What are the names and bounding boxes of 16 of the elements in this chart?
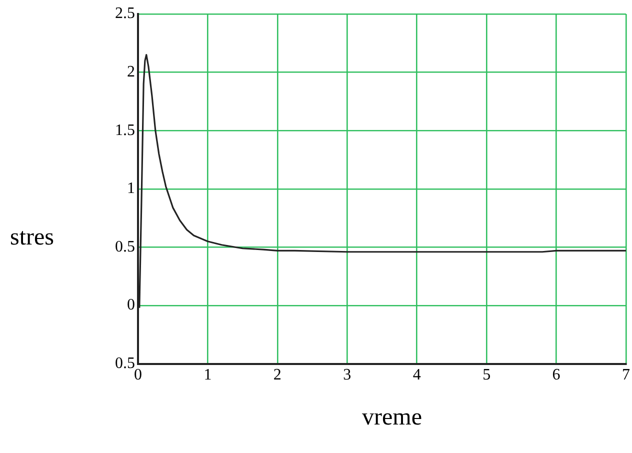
x-tick-label: 6 bbox=[552, 366, 560, 384]
x-tick-label: 4 bbox=[412, 366, 421, 384]
x-tick-label: 2 bbox=[273, 366, 282, 384]
x-tick-label: 7 bbox=[622, 366, 630, 384]
y-axis-title: stres bbox=[10, 224, 54, 250]
y-tick-label: 0.5 bbox=[115, 238, 135, 256]
y-tick-label: 1.5 bbox=[115, 122, 135, 139]
y-tick-label: 2 bbox=[127, 64, 135, 81]
y-tick-label: 0 bbox=[127, 296, 135, 314]
y-tick-label: 1 bbox=[127, 180, 135, 198]
x-tick-label: 3 bbox=[343, 366, 352, 384]
y-tick-label: 0.5 bbox=[115, 355, 135, 372]
y-tick-label: 2.5 bbox=[115, 5, 135, 22]
x-axis-title: vreme bbox=[362, 404, 422, 430]
x-tick-label: 5 bbox=[482, 366, 491, 384]
x-tick-label: 1 bbox=[204, 366, 212, 384]
